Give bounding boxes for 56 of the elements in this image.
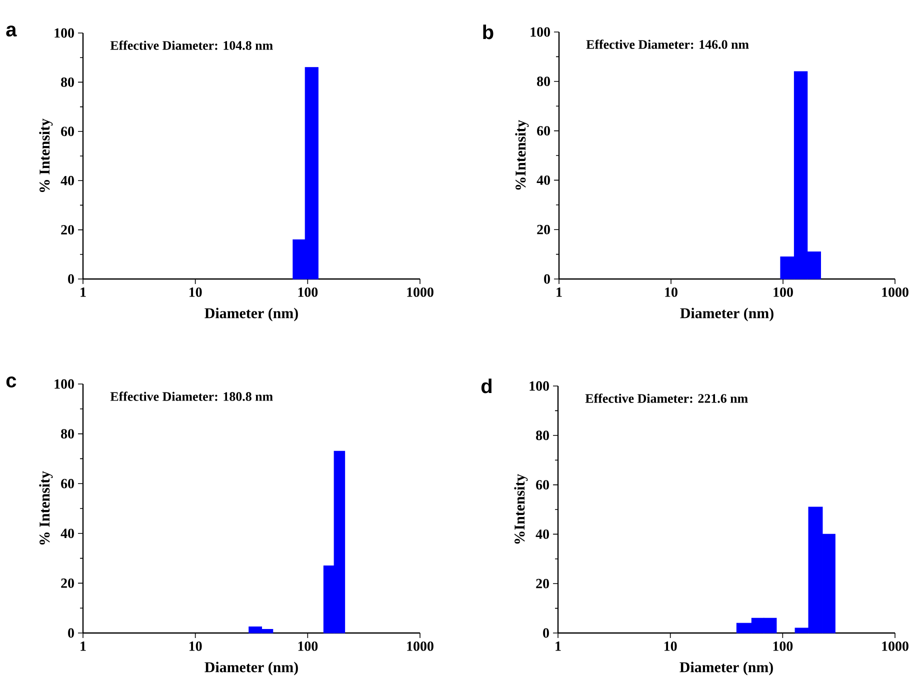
y-tick-label: 80: [536, 430, 549, 440]
y-tick-label: 40: [60, 176, 74, 186]
y-axis-title: %Intensity: [514, 474, 528, 544]
y-tick-label: 60: [61, 478, 74, 488]
x-axis-title: Diameter (nm): [680, 308, 774, 322]
x-axis-title: Diameter (nm): [204, 662, 298, 676]
x-tick-label: 10: [664, 641, 677, 651]
y-tick-label: 40: [60, 528, 74, 538]
y-axis-title: % Intensity: [39, 118, 53, 192]
y-tick-label: 100: [530, 381, 549, 391]
chart-title: a: [6, 26, 17, 37]
y-tick-label: 0: [68, 628, 74, 638]
y-tick-label: 20: [61, 578, 74, 588]
y-tick-label: 60: [536, 480, 549, 490]
y-tick-label: 60: [61, 126, 74, 136]
x-axis-title: Diameter (nm): [204, 308, 298, 322]
y-tick-label: 0: [543, 628, 549, 638]
chart-title: d: [481, 378, 492, 394]
y-tick-label: 80: [61, 77, 74, 87]
x-tick-label: 100: [298, 641, 318, 651]
x-tick-label: 1: [80, 287, 86, 297]
x-tick-label: 1000: [407, 641, 434, 651]
y-tick-label: 40: [536, 529, 549, 539]
y-tick-label: 40: [536, 175, 550, 185]
x-tick-label: 10: [665, 287, 678, 297]
y-tick-label: 20: [537, 224, 550, 234]
annotation: Effective Diameter: 180.8 nm: [110, 392, 273, 401]
y-axis-title: % Intensity: [39, 471, 53, 545]
y-tick-label: 80: [537, 76, 550, 86]
x-tick-label: 10: [189, 287, 202, 297]
chart-title: c: [6, 376, 16, 388]
x-tick-label: 1: [80, 641, 86, 651]
x-tick-label: 1: [556, 287, 562, 297]
y-tick-label: 20: [61, 225, 74, 235]
x-tick-label: 10: [189, 641, 202, 651]
chart-title: b: [483, 24, 494, 40]
y-tick-label: 100: [54, 28, 74, 38]
x-tick-label: 1000: [882, 287, 908, 297]
y-tick-label: 100: [530, 27, 550, 37]
x-tick-label: 100: [774, 287, 793, 297]
annotation: Effective Diameter: 221.6 nm: [585, 394, 748, 403]
x-tick-label: 100: [773, 641, 793, 651]
y-tick-label: 100: [54, 379, 74, 389]
x-tick-label: 1000: [407, 287, 434, 297]
y-tick-label: 0: [68, 274, 74, 284]
y-axis-title: %Intensity: [515, 120, 529, 190]
y-tick-label: 20: [536, 578, 549, 588]
x-tick-label: 100: [298, 287, 318, 297]
y-tick-label: 80: [61, 429, 74, 439]
annotation: Effective Diameter: 104.8 nm: [110, 40, 273, 50]
x-tick-label: 1: [556, 641, 561, 651]
y-tick-label: 0: [544, 274, 550, 284]
y-tick-label: 60: [537, 126, 550, 136]
annotation: Effective Diameter: 146.0 nm: [586, 40, 749, 49]
x-tick-label: 1000: [882, 641, 908, 651]
x-axis-title: Diameter (nm): [680, 662, 773, 676]
